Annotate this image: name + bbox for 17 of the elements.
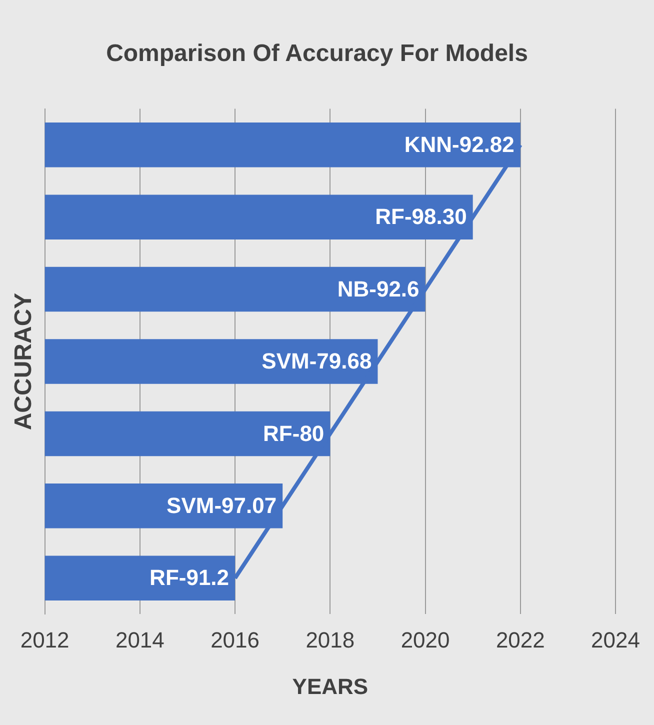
data-label: RF-98.30 — [375, 204, 467, 230]
x-tick-label: 2024 — [591, 627, 640, 652]
y-axis-title: ACCURACY — [10, 292, 38, 430]
data-label: SVM-79.68 — [262, 348, 372, 374]
x-tick-label: 2016 — [210, 627, 260, 652]
x-axis-title: YEARS — [292, 674, 368, 699]
x-tick-label: 2018 — [306, 627, 355, 652]
chart-title: Comparison Of Accuracy For Models — [106, 40, 528, 68]
data-label: NB-92.6 — [337, 276, 420, 302]
data-label: KNN-92.82 — [404, 132, 514, 157]
x-tick-label: 2020 — [400, 627, 450, 652]
x-tick-label: 2022 — [496, 627, 545, 652]
x-tick-label: 2012 — [20, 627, 70, 652]
data-label: RF-91.2 — [150, 565, 230, 590]
data-label: RF-80 — [263, 420, 324, 446]
data-label: SVM-97.07 — [166, 492, 277, 518]
x-tick-label: 2014 — [115, 627, 164, 652]
